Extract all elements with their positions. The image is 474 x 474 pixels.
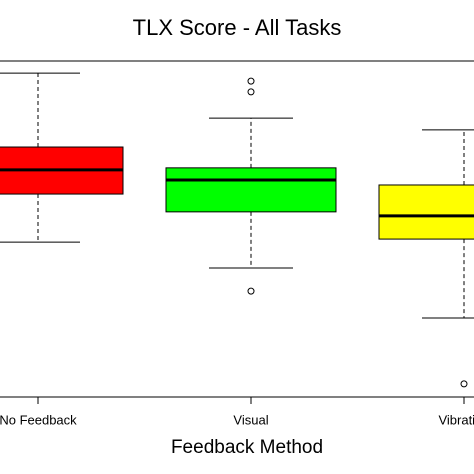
x-tick-label: Vibration (438, 412, 474, 427)
x-tick-label: Visual (233, 412, 268, 427)
box (165, 167, 337, 213)
x-tick-label: No Feedback (0, 412, 77, 427)
outlier (247, 88, 255, 96)
outlier (247, 77, 255, 85)
x-axis-label: Feedback Method (171, 437, 323, 458)
chart-title: TLX Score - All Tasks (133, 15, 342, 40)
outlier (460, 380, 468, 388)
box (378, 184, 474, 240)
outlier (247, 287, 255, 295)
